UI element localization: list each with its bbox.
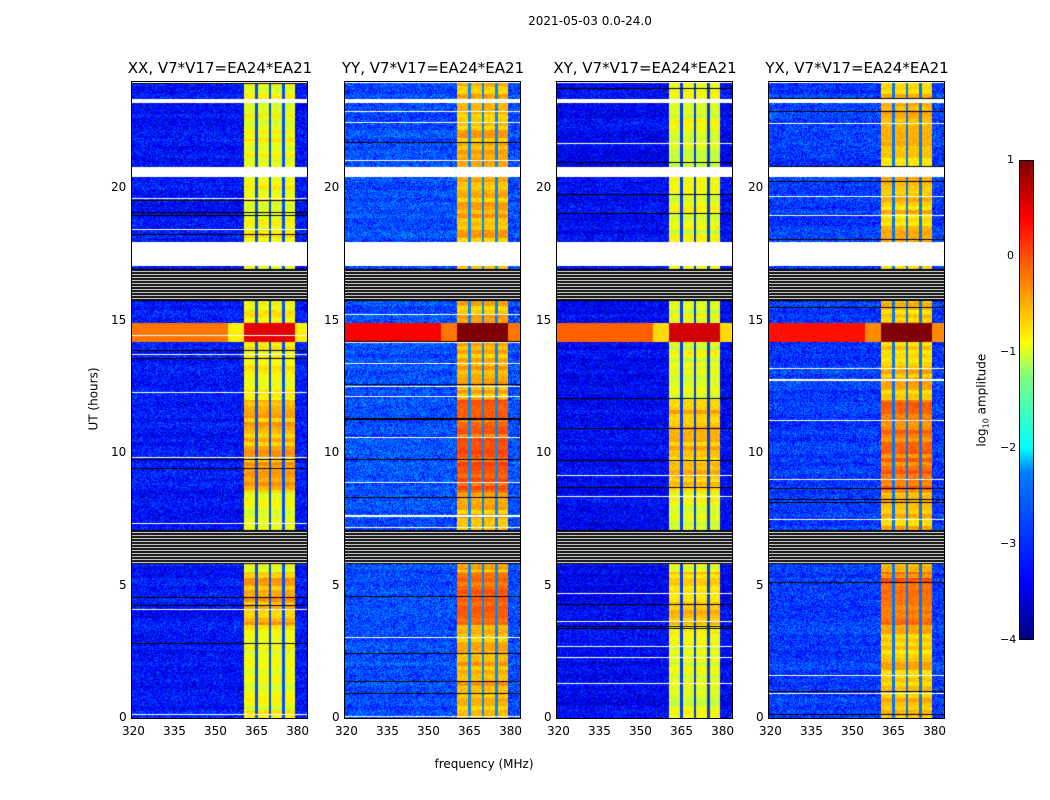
colorbar-tick-label: −2 — [1000, 441, 1017, 454]
heatmap — [132, 82, 307, 718]
colorbar-label-rest: amplitude — [974, 353, 989, 419]
panel-title: XY, V7*V17=EA24*EA21 — [553, 59, 737, 77]
colorbar-tick-label: −1 — [1000, 345, 1017, 358]
panel-title: YY, V7*V17=EA24*EA21 — [341, 59, 525, 77]
x-tick-label: 350 — [841, 724, 864, 738]
y-tick-label: 5 — [119, 577, 127, 592]
colorbar-label-log: log — [974, 428, 989, 447]
y-axis-label: UT (hours) — [86, 367, 101, 431]
x-tick-label: 365 — [245, 724, 268, 738]
x-tick-label: 380 — [286, 724, 309, 738]
x-tick-label: 365 — [670, 724, 693, 738]
colorbar-label: log10 amplitude — [974, 354, 990, 447]
x-tick-label: 335 — [376, 724, 399, 738]
y-tick-label: 0 — [756, 710, 764, 724]
y-tick-label: 20 — [748, 180, 764, 194]
x-tick-label: 335 — [800, 724, 823, 738]
panel-title: YX, V7*V17=EA24*EA21 — [765, 59, 949, 77]
colorbar-tick-label: 1 — [1007, 153, 1014, 166]
y-tick-label: 10 — [324, 445, 340, 459]
y-tick-label: 20 — [324, 180, 340, 194]
colorbar-tick-label: −3 — [1000, 537, 1017, 550]
y-tick-label: 15 — [111, 312, 127, 327]
x-tick-label: 335 — [163, 724, 186, 738]
heatmap — [345, 82, 520, 718]
x-tick-label: 380 — [499, 724, 522, 738]
x-axis-label: frequency (MHz) — [434, 757, 534, 771]
y-tick-label: 15 — [324, 312, 340, 327]
y-tick-label: 15 — [748, 312, 764, 327]
y-tick-label: 10 — [111, 445, 127, 459]
colorbar-label-sub: 10 — [981, 418, 991, 429]
x-tick-label: 350 — [417, 724, 440, 738]
y-tick-label: 10 — [748, 445, 764, 459]
figure-title: 2021-05-03 0.0-24.0 — [528, 14, 652, 28]
x-tick-label: 320 — [122, 724, 145, 738]
x-tick-label: 380 — [711, 724, 734, 738]
x-tick-label: 320 — [759, 724, 782, 738]
y-tick-label: 20 — [536, 180, 552, 194]
spectrogram-panel — [768, 81, 945, 719]
heatmap — [557, 82, 732, 718]
y-tick-label: 10 — [536, 445, 552, 459]
spectrogram-panel — [344, 81, 521, 719]
y-tick-label: 0 — [544, 710, 552, 724]
heatmap — [769, 82, 944, 718]
x-tick-label: 350 — [629, 724, 652, 738]
panel-title: XX, V7*V17=EA24*EA21 — [127, 59, 313, 77]
x-tick-label: 320 — [335, 724, 358, 738]
y-tick-label: 0 — [119, 710, 127, 724]
y-tick-label: 5 — [756, 577, 764, 592]
colorbar-tick-label: −4 — [1000, 633, 1017, 646]
x-tick-label: 335 — [588, 724, 611, 738]
x-tick-label: 365 — [458, 724, 481, 738]
y-tick-label: 0 — [332, 710, 340, 724]
x-tick-label: 350 — [204, 724, 227, 738]
colorbar — [1019, 160, 1034, 640]
x-tick-label: 380 — [923, 724, 946, 738]
colorbar-tick-label: 0 — [1007, 249, 1014, 262]
y-tick-label: 5 — [544, 577, 552, 592]
x-tick-label: 320 — [547, 724, 570, 738]
y-tick-label: 15 — [536, 312, 552, 327]
x-tick-label: 365 — [882, 724, 905, 738]
spectrogram-panel — [556, 81, 733, 719]
spectrogram-panel — [131, 81, 308, 719]
y-tick-label: 5 — [332, 577, 340, 592]
y-tick-label: 20 — [111, 180, 127, 194]
